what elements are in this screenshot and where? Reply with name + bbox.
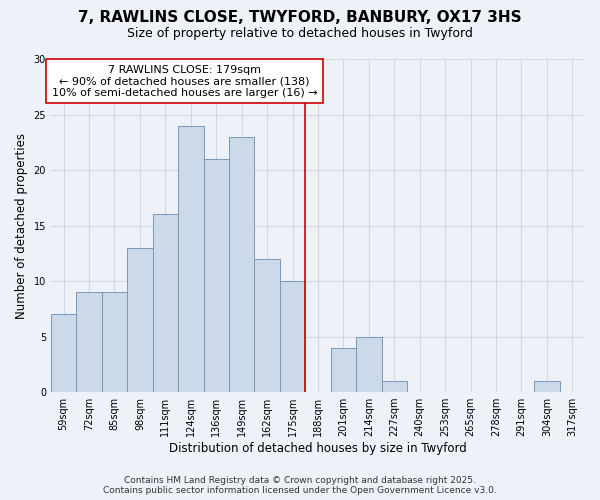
Bar [178, 126, 203, 392]
Bar [356, 336, 382, 392]
Bar [76, 292, 102, 392]
Bar [127, 248, 152, 392]
Bar [229, 136, 254, 392]
Bar [254, 259, 280, 392]
Bar [382, 381, 407, 392]
Bar [280, 281, 305, 392]
X-axis label: Distribution of detached houses by size in Twyford: Distribution of detached houses by size … [169, 442, 467, 455]
Bar [331, 348, 356, 392]
Bar [152, 214, 178, 392]
Text: 7 RAWLINS CLOSE: 179sqm
← 90% of detached houses are smaller (138)
10% of semi-d: 7 RAWLINS CLOSE: 179sqm ← 90% of detache… [52, 64, 317, 98]
Text: Size of property relative to detached houses in Twyford: Size of property relative to detached ho… [127, 28, 473, 40]
Bar [102, 292, 127, 392]
Bar [203, 159, 229, 392]
Text: Contains HM Land Registry data © Crown copyright and database right 2025.
Contai: Contains HM Land Registry data © Crown c… [103, 476, 497, 495]
Bar [51, 314, 76, 392]
Text: 7, RAWLINS CLOSE, TWYFORD, BANBURY, OX17 3HS: 7, RAWLINS CLOSE, TWYFORD, BANBURY, OX17… [78, 10, 522, 25]
Y-axis label: Number of detached properties: Number of detached properties [15, 132, 28, 318]
Bar [534, 381, 560, 392]
